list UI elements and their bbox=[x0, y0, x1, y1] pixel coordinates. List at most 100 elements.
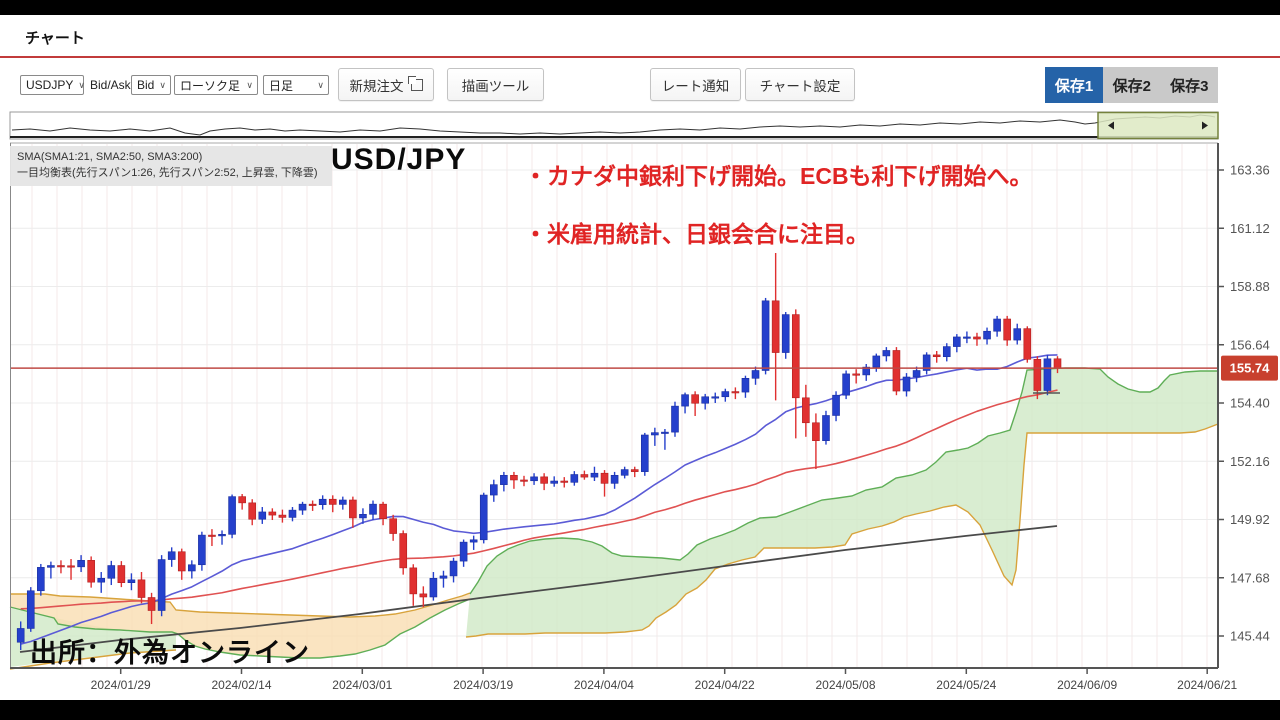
candle-body bbox=[137, 579, 146, 598]
save-button-group: 保存1 保存2 保存3 bbox=[1045, 67, 1218, 103]
candle-body bbox=[580, 474, 589, 478]
x-tick-label: 2024/04/04 bbox=[574, 678, 634, 692]
ichimoku-legend-line: 一目均衡表(先行スパン1:26, 先行スパン2:52, 上昇雲, 下降雲) bbox=[17, 166, 318, 179]
candle-body bbox=[852, 373, 860, 376]
senkou-b-line bbox=[9, 649, 177, 670]
chevron-down-icon: ∨ bbox=[246, 79, 253, 90]
candle-body bbox=[791, 314, 800, 399]
candle-body bbox=[912, 370, 921, 378]
bid-select[interactable]: Bid ∨ bbox=[131, 75, 171, 95]
navigator-sparkline bbox=[11, 114, 1216, 136]
candle-body bbox=[651, 432, 659, 436]
candle-body bbox=[37, 567, 45, 592]
x-tick-label: 2024/02/14 bbox=[211, 678, 271, 692]
candle-body bbox=[449, 560, 458, 577]
candle-body bbox=[308, 503, 317, 506]
candle-body bbox=[157, 559, 166, 611]
candle-body bbox=[721, 391, 730, 398]
candle-body bbox=[1033, 359, 1042, 391]
candle-body bbox=[97, 577, 106, 583]
chart-settings-button[interactable]: チャート設定 bbox=[745, 68, 855, 101]
timeframe-select[interactable]: 日足 ∨ bbox=[263, 75, 329, 95]
candle-body bbox=[761, 300, 770, 371]
current-price-value: 155.74 bbox=[1230, 361, 1271, 376]
navigator-handle-right-icon[interactable] bbox=[1202, 121, 1208, 130]
candle-body bbox=[117, 565, 126, 583]
candle-body bbox=[167, 551, 176, 560]
candle-body bbox=[328, 498, 337, 505]
candle-body bbox=[399, 533, 408, 569]
candle-body bbox=[107, 565, 116, 579]
x-tick-label: 2024/06/09 bbox=[1057, 678, 1117, 692]
candle-body bbox=[953, 336, 961, 347]
draw-tools-button[interactable]: 描画ツール bbox=[447, 68, 544, 101]
x-tick-label: 2024/05/24 bbox=[936, 678, 996, 692]
navigator-handle-left-icon[interactable] bbox=[1108, 121, 1114, 130]
candle-body bbox=[127, 579, 136, 583]
candle-body bbox=[701, 396, 709, 404]
candle-body bbox=[973, 336, 981, 340]
candle-body bbox=[510, 474, 518, 481]
chart-type-value: ローソク足 bbox=[180, 78, 241, 93]
candle-body bbox=[932, 354, 941, 358]
chevron-down-icon: ∨ bbox=[159, 79, 166, 90]
x-tick-label: 2024/03/19 bbox=[453, 678, 513, 692]
save-2-button[interactable]: 保存2 bbox=[1112, 77, 1151, 95]
navigator-selection[interactable] bbox=[1097, 111, 1219, 140]
candle-body bbox=[147, 597, 156, 611]
candle-body bbox=[278, 514, 287, 518]
candle-body bbox=[630, 469, 639, 472]
candle-body bbox=[369, 503, 377, 515]
candle-body bbox=[640, 434, 649, 472]
candle-body bbox=[318, 498, 327, 505]
candle-body bbox=[77, 560, 85, 568]
top-black-bar bbox=[0, 0, 1280, 15]
candle-body bbox=[1013, 328, 1022, 341]
candle-body bbox=[429, 577, 438, 598]
candle-body bbox=[268, 511, 277, 516]
y-tick-label: 145.44 bbox=[1230, 629, 1270, 644]
save-3-button[interactable]: 保存3 bbox=[1170, 77, 1209, 95]
y-tick-label: 161.12 bbox=[1230, 221, 1270, 236]
candle-body bbox=[661, 431, 669, 434]
candle-body bbox=[87, 560, 95, 583]
save-1-button[interactable]: 保存1 bbox=[1045, 67, 1103, 103]
rate-alert-label: レート通知 bbox=[661, 78, 730, 94]
candle-body bbox=[530, 476, 538, 482]
chart-type-select[interactable]: ローソク足 ∨ bbox=[174, 75, 258, 95]
x-tick-label: 2024/04/22 bbox=[695, 678, 755, 692]
sma200-line bbox=[19, 525, 1058, 653]
new-order-button[interactable]: 新規注文 bbox=[338, 68, 434, 101]
candle-body bbox=[1053, 358, 1062, 369]
candle-body bbox=[993, 318, 1001, 332]
candle-body bbox=[198, 534, 206, 566]
chevron-down-icon: ∨ bbox=[78, 79, 85, 90]
bottom-black-bar bbox=[0, 700, 1280, 720]
candle-body bbox=[208, 534, 216, 537]
candle-body bbox=[248, 502, 257, 520]
bid-ask-label: Bid/Ask bbox=[90, 78, 131, 92]
candle-body bbox=[218, 534, 226, 537]
green-cloud bbox=[466, 368, 1218, 637]
candle-body bbox=[26, 590, 35, 629]
header-divider bbox=[0, 56, 1280, 58]
candle-body bbox=[620, 469, 629, 476]
candle-body bbox=[1003, 318, 1011, 341]
candle-body bbox=[1043, 358, 1052, 391]
candle-body bbox=[47, 565, 55, 568]
orange-cloud-bottom-edge bbox=[9, 598, 471, 659]
annotation-line-2: ・米雇用統計、日銀会合に注目。 bbox=[524, 221, 869, 247]
candle-body bbox=[409, 567, 418, 595]
candle-body bbox=[500, 474, 508, 485]
annotation-line-1: ・カナダ中銀利下げ開始。ECBも利下げ開始へ。 bbox=[524, 163, 1033, 189]
x-tick-label: 2024/03/01 bbox=[332, 678, 392, 692]
candle-body bbox=[781, 314, 790, 353]
currency-pair-select[interactable]: USDJPY ∨ bbox=[20, 75, 85, 95]
candle-body bbox=[520, 479, 528, 482]
candle-body bbox=[681, 394, 689, 407]
symbol-title: USD/JPY bbox=[331, 143, 467, 176]
candle-body bbox=[419, 593, 428, 598]
candle-body bbox=[349, 499, 357, 519]
rate-alert-button[interactable]: レート通知 bbox=[650, 68, 741, 101]
y-tick-label: 149.92 bbox=[1230, 512, 1270, 527]
